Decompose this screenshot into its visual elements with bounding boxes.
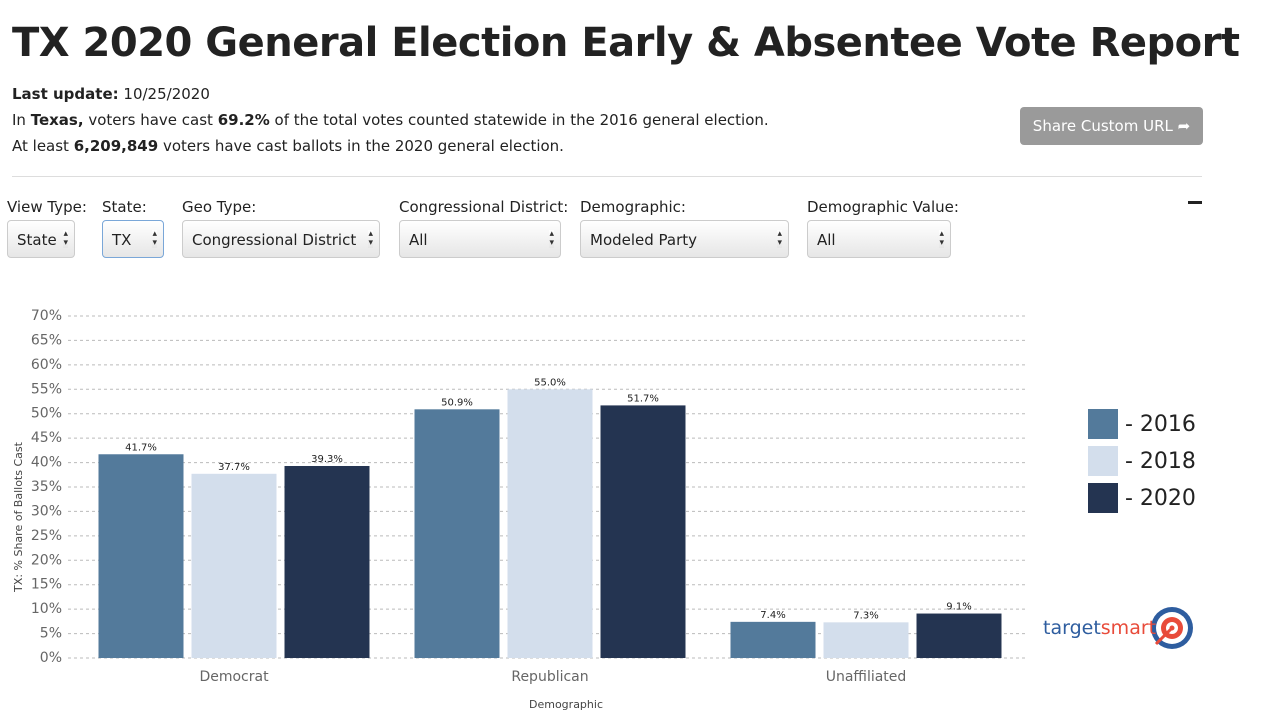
y-tick-label: 10%: [31, 601, 62, 617]
y-tick-label: 55%: [31, 381, 62, 397]
value-label: 39.3%: [311, 454, 343, 465]
x-axis-label: Demographic: [529, 698, 603, 711]
filter-select[interactable]: TX: [102, 220, 164, 258]
filter: Congressional District: All: [399, 198, 568, 258]
text: At least: [12, 137, 74, 155]
bar: [823, 622, 909, 658]
x-tick-label: Republican: [511, 669, 588, 685]
bar: [98, 454, 184, 658]
value-label: 37.7%: [218, 462, 250, 473]
legend-swatch: [1088, 446, 1118, 476]
logo: targetsmart: [1043, 617, 1156, 639]
value-label: 51.7%: [627, 393, 659, 404]
y-tick-label: 50%: [31, 406, 62, 422]
text: 6,209,849: [73, 137, 159, 155]
text: voters have cast: [83, 111, 218, 129]
bar: [284, 465, 370, 658]
share-button[interactable]: Share Custom URL ➦: [1020, 107, 1203, 145]
bar: [191, 473, 277, 658]
y-tick-label: 70%: [31, 308, 62, 324]
filter-label: Congressional District:: [399, 198, 569, 216]
filter: State: TX: [102, 198, 164, 258]
legend-label: - 2016: [1125, 412, 1196, 437]
filter-select[interactable]: All: [399, 220, 561, 258]
update-value: 10/25/2020: [123, 85, 210, 103]
value-label: 7.4%: [760, 610, 785, 621]
y-tick-label: 25%: [31, 528, 62, 544]
text: of the total votes counted statewide in …: [269, 111, 769, 129]
y-tick-label: 5%: [40, 626, 62, 642]
filter: Geo Type: Congressional District: [182, 198, 380, 258]
legend-swatch: [1088, 483, 1118, 513]
text: In: [12, 111, 31, 129]
legend-swatch: [1088, 409, 1118, 439]
x-tick-label: Democrat: [199, 669, 269, 685]
y-tick-label: 15%: [31, 577, 62, 593]
share-label: Share Custom URL: [1032, 117, 1173, 135]
update-label: Last update:: [12, 85, 119, 103]
y-tick-label: 40%: [31, 455, 62, 471]
text: 69.2%: [217, 111, 270, 129]
page-title: TX 2020 General Election Early & Absente…: [12, 20, 1240, 66]
bar: [507, 389, 593, 658]
x-tick-label: Unaffiliated: [826, 669, 907, 685]
bar: [600, 405, 686, 658]
filter-label: View Type:: [7, 198, 87, 216]
bar: [730, 621, 816, 658]
bar: [414, 409, 500, 658]
filter-select[interactable]: Modeled Party: [580, 220, 789, 258]
value-label: 41.7%: [125, 442, 157, 453]
filter: View Type: State: [7, 198, 87, 258]
collapse-button[interactable]: [1188, 201, 1202, 204]
text: Texas,: [30, 111, 84, 129]
y-tick-label: 45%: [31, 430, 62, 446]
legend-label: - 2020: [1125, 486, 1196, 511]
filter-label: Demographic:: [580, 198, 686, 216]
y-tick-label: 35%: [31, 479, 62, 495]
y-tick-label: 20%: [31, 552, 62, 568]
y-tick-label: 30%: [31, 503, 62, 519]
value-label: 9.1%: [946, 602, 971, 613]
filter-select[interactable]: Congressional District: [182, 220, 380, 258]
filter: Demographic Value: All: [807, 198, 959, 258]
filter: Demographic: Modeled Party: [580, 198, 789, 258]
filter-label: State:: [102, 198, 147, 216]
filter-label: Demographic Value:: [807, 198, 959, 216]
update-line: Last update: 10/25/2020: [12, 85, 210, 103]
value-label: 50.9%: [441, 397, 473, 408]
y-axis-label: TX: % Share of Ballots Cast: [12, 441, 25, 593]
logo-text: target: [1043, 617, 1101, 639]
y-tick-label: 0%: [40, 650, 62, 666]
summary-line: At least 6,209,849 voters have cast ball…: [12, 137, 564, 155]
value-label: 7.3%: [853, 610, 878, 621]
summary-line: In Texas, voters have cast 69.2% of the …: [12, 111, 769, 129]
y-tick-label: 60%: [31, 357, 62, 373]
filter-select[interactable]: All: [807, 220, 951, 258]
divider: [12, 176, 1202, 177]
y-tick-label: 65%: [31, 332, 62, 348]
bar: [916, 613, 1002, 658]
filter-select[interactable]: State: [7, 220, 75, 258]
logo-icon: [1151, 607, 1193, 649]
filter-label: Geo Type:: [182, 198, 257, 216]
legend-label: - 2018: [1125, 449, 1196, 474]
logo-text: smart: [1100, 617, 1157, 639]
text: voters have cast ballots in the 2020 gen…: [158, 137, 564, 155]
value-label: 55.0%: [534, 377, 566, 388]
